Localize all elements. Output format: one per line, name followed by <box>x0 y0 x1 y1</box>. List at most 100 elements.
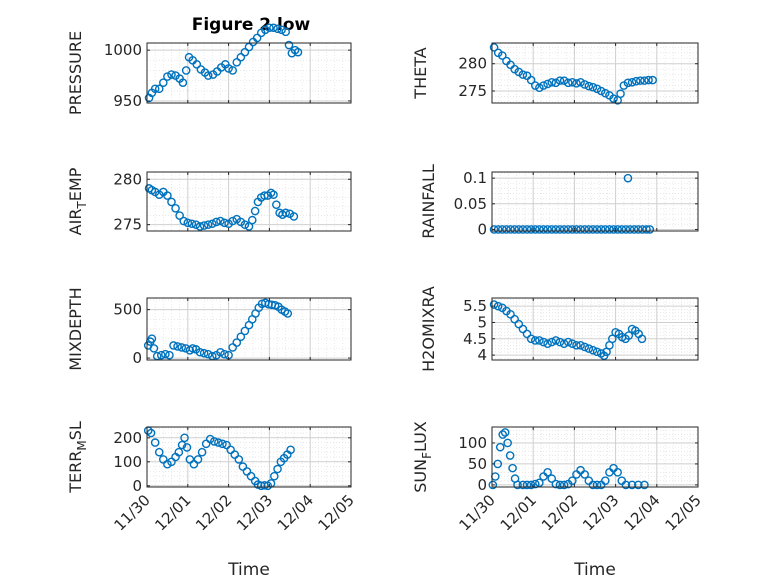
data-point <box>281 208 291 218</box>
data-point <box>625 225 635 234</box>
data-point <box>182 443 192 452</box>
data-point <box>252 33 262 43</box>
data-point <box>489 225 499 234</box>
data-point <box>522 329 532 339</box>
y-axis-label-main: SUN <box>411 459 430 493</box>
axes-box <box>146 42 352 104</box>
data-point <box>216 347 225 357</box>
data-point <box>266 188 276 198</box>
y-axis-label-rest: EMP <box>66 167 85 201</box>
axes-box <box>146 426 352 488</box>
data-point <box>526 480 536 490</box>
data-point <box>191 220 201 229</box>
data-point <box>605 225 614 234</box>
data-point <box>572 225 581 234</box>
y-tick-label: 0.1 <box>463 169 487 187</box>
data-point <box>584 81 594 91</box>
data-point <box>187 219 197 229</box>
data-point <box>177 440 187 450</box>
data-point <box>197 447 207 457</box>
data-point <box>543 468 552 477</box>
data-point <box>633 480 643 490</box>
data-point <box>289 212 299 221</box>
data-point <box>616 89 625 99</box>
data-point <box>234 455 244 464</box>
data-point <box>510 225 519 234</box>
data-point <box>175 211 184 220</box>
data-point <box>169 341 178 350</box>
data-point <box>584 225 594 234</box>
data-point <box>539 337 548 347</box>
data-point <box>576 225 585 234</box>
data-point <box>284 40 294 50</box>
data-point <box>623 78 633 88</box>
y-axis-label-subscript: F <box>420 452 434 459</box>
data-point <box>163 191 172 200</box>
y-axis-label-rest: SL <box>66 421 85 440</box>
data-point <box>547 337 557 347</box>
data-point <box>563 225 573 234</box>
data-point <box>228 216 237 226</box>
data-point <box>559 76 569 85</box>
y-tick-label: 275 <box>458 82 487 100</box>
data-point <box>563 78 573 88</box>
data-point <box>236 52 246 62</box>
data-point <box>535 83 544 93</box>
data-point <box>621 225 631 234</box>
data-point <box>617 225 627 234</box>
data-point <box>265 23 274 33</box>
data-point <box>156 350 166 360</box>
data-point <box>592 347 602 357</box>
y-axis-label: SUNFLUX <box>411 421 434 493</box>
data-point <box>530 225 540 234</box>
subplot-mixdepth: 0 500 MIXDEPTH <box>66 287 352 371</box>
data-point <box>218 439 227 449</box>
data-point <box>261 25 270 35</box>
data-point <box>240 220 250 229</box>
data-point <box>580 342 590 352</box>
y-tick-label: 200 <box>113 429 142 447</box>
subplot-terr_msl: 0100200TERRMSL11/3012/0112/0212/0312/041… <box>66 421 358 580</box>
data-point <box>580 80 590 89</box>
data-point <box>506 225 515 234</box>
data-point <box>193 455 203 464</box>
axes-box <box>491 426 699 488</box>
data-point <box>281 27 291 37</box>
data-point <box>177 343 186 352</box>
data-point <box>203 349 213 359</box>
data-point <box>273 24 282 34</box>
data-point <box>608 334 617 344</box>
data-point <box>497 225 507 234</box>
data-point <box>627 77 637 87</box>
data-point <box>277 25 286 35</box>
data-point <box>167 70 176 79</box>
y-tick-label: 500 <box>113 301 142 319</box>
data-point <box>580 470 590 479</box>
axes-box <box>146 297 352 361</box>
subplot-air_temp: 275 280 AIRTEMP <box>66 167 352 235</box>
data-point <box>500 428 510 437</box>
y-tick-label: 5.5 <box>463 297 487 315</box>
data-point <box>535 225 544 234</box>
data-point <box>601 476 610 486</box>
data-point <box>498 430 508 439</box>
y-axis-label: TERRMSL <box>66 421 89 494</box>
data-point <box>601 88 610 98</box>
data-point <box>150 438 160 447</box>
y-axis-label-main: H2OMIXRA <box>419 286 438 372</box>
y-axis-label-main: PRESSURE <box>66 31 85 115</box>
data-point <box>199 348 209 358</box>
data-point <box>269 190 278 199</box>
data-point <box>559 225 569 234</box>
data-point <box>183 218 193 228</box>
data-point <box>568 476 577 486</box>
y-axis-label-subscript: T <box>75 201 89 210</box>
plot-area <box>492 172 698 231</box>
data-point <box>559 339 569 348</box>
data-point <box>588 225 598 234</box>
data-point <box>489 43 499 52</box>
data-point <box>159 78 168 87</box>
data-point <box>640 480 649 490</box>
y-tick-label: 4 <box>477 346 487 364</box>
